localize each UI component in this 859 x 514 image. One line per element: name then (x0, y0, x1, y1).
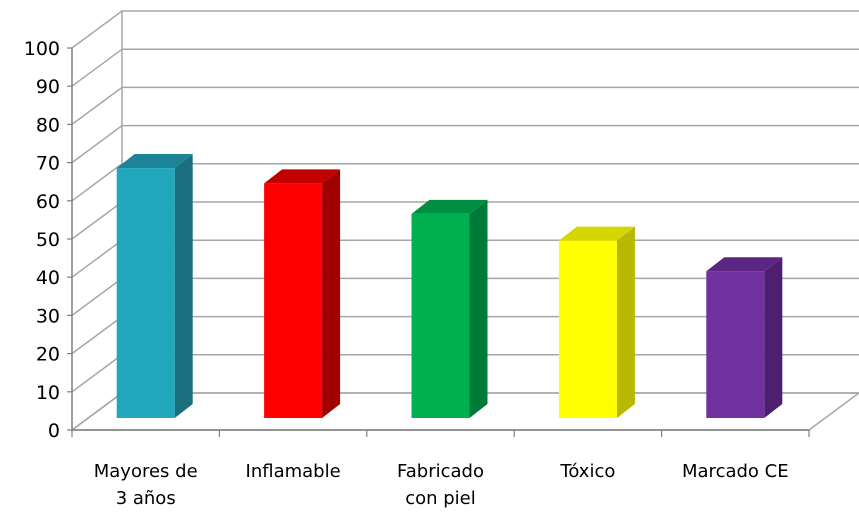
x-tick-label: Mayores de 3 años (94, 461, 198, 509)
bars (116, 154, 783, 418)
gridline (71, 86, 859, 126)
bar-side (322, 169, 341, 418)
category-labels: Mayores de 3 años Inflamable Fabricado con p… (94, 461, 789, 509)
y-tick-label: 50 (36, 229, 60, 251)
y-tick-labels: 0 10 20 30 40 50 60 70 80 90 100 (24, 38, 60, 442)
y-tick-label: 100 (24, 38, 60, 60)
y-tick-label: 60 (36, 191, 60, 213)
x-tick-label: Tóxico (559, 461, 615, 482)
bar-front (411, 213, 470, 418)
y-tick-label: 40 (36, 267, 60, 289)
y-tick-label: 10 (36, 382, 60, 404)
gridline (71, 163, 859, 202)
bar-front (558, 240, 617, 418)
gridline (71, 10, 859, 49)
bar-top (558, 226, 635, 241)
bar-side (764, 257, 783, 418)
bar-side (174, 154, 193, 418)
y-axis (67, 47, 810, 437)
bar-top (411, 199, 488, 214)
y-tick-label: 70 (36, 153, 60, 175)
bar-side (616, 226, 635, 418)
x-tick-label: Marcado CE (682, 461, 789, 482)
y-tick-label: 80 (36, 114, 60, 136)
gridline (71, 48, 859, 87)
y-tick-label: 90 (36, 76, 60, 98)
x-tick-label: Inflamable (246, 461, 341, 482)
bar-front (116, 168, 175, 418)
bar-front (264, 183, 323, 418)
x-tick-label: Fabricado con piel (397, 461, 484, 509)
bar-side (469, 199, 488, 418)
y-tick-label: 30 (36, 305, 60, 327)
bar-top (116, 154, 193, 169)
bar-front (706, 271, 765, 418)
y-tick-label: 0 (48, 420, 60, 442)
bar-top (264, 169, 341, 184)
bar (264, 169, 341, 418)
bar (411, 199, 488, 418)
bar (116, 154, 193, 418)
gridline (71, 124, 859, 164)
bar-top (706, 257, 783, 272)
y-tick-label: 20 (36, 344, 60, 366)
bar (706, 257, 783, 418)
bar (558, 226, 635, 418)
